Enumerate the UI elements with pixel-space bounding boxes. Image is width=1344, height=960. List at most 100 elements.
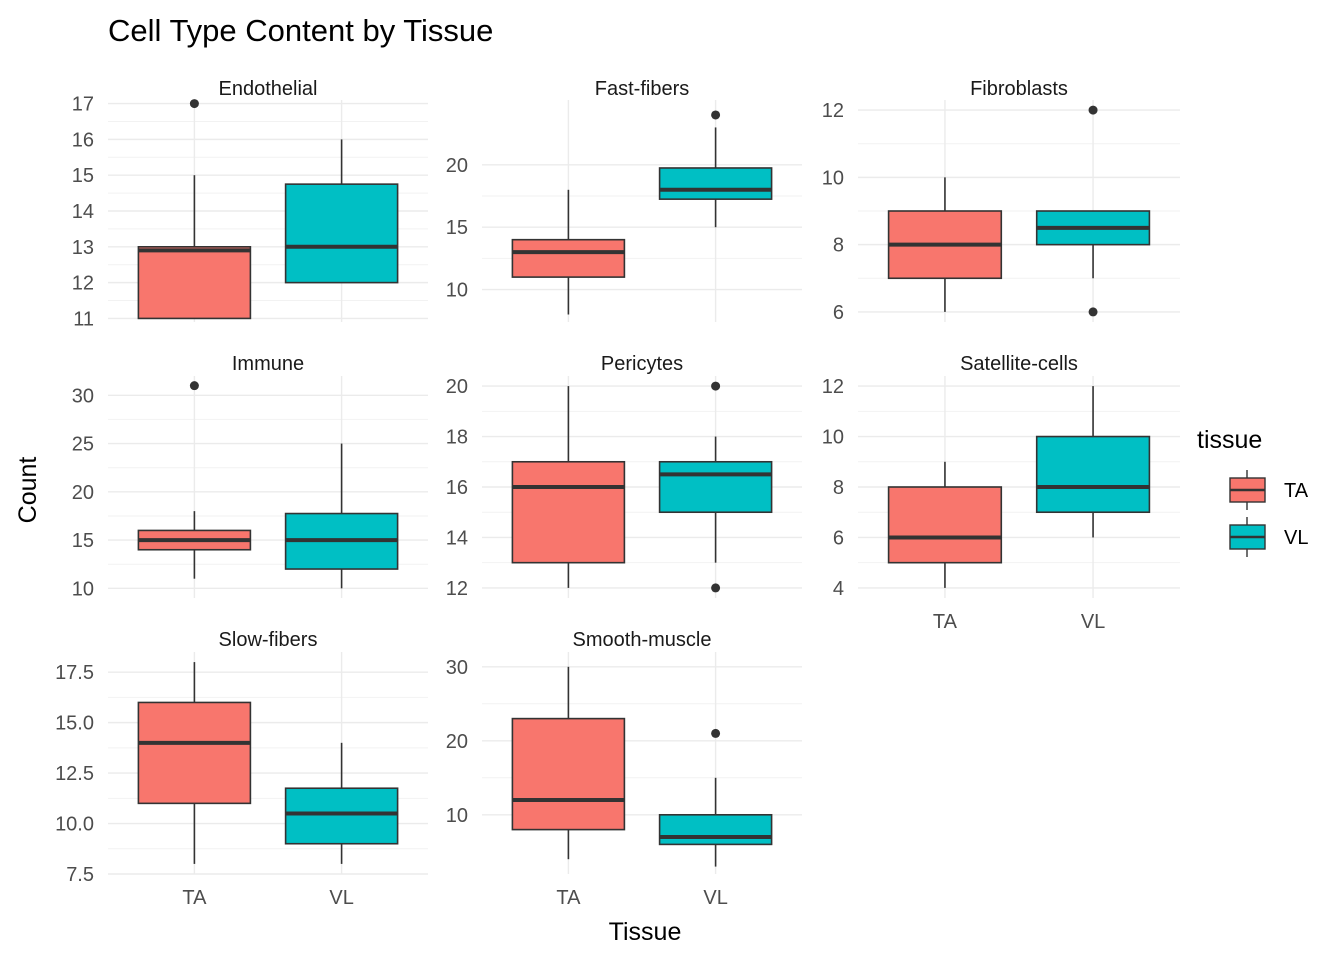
y-tick-label: 30: [72, 385, 94, 407]
y-axis-title: Count: [14, 457, 42, 524]
outlier-point: [711, 110, 721, 120]
y-tick-label: 14: [446, 527, 468, 549]
box-body: [137, 246, 252, 320]
y-tick-label: 12: [822, 100, 844, 122]
boxplot-vl: [658, 381, 773, 593]
facet-panel-fast-fibers: 10 15 20 Fast-fibers: [446, 78, 802, 322]
y-tick-label: 15: [72, 165, 94, 187]
facet-panels: 11 12 13 14 15 16 17 Endothelial 10 15 20 Fast-fibe…: [55, 78, 1180, 909]
y-tick-label: 16: [72, 129, 94, 151]
boxplot-vl: [284, 139, 399, 284]
box-body: [284, 787, 399, 845]
facet-panel-slow-fibers: 7.5 10.0 12.5 15.0 17.5 Slow-fibers TA VL: [55, 629, 428, 909]
facet-panel-immune: 10 15 20 25 30 Immune: [72, 353, 428, 600]
legend-key-vl: VL: [1229, 517, 1308, 557]
facet-panel-pericytes: 12 14 16 18 20 Pericytes: [446, 353, 802, 600]
y-tick-label: 12: [72, 273, 94, 295]
legend-label: VL: [1284, 527, 1308, 549]
box-body: [658, 167, 773, 200]
y-tick-label: 8: [833, 235, 844, 257]
box-body: [511, 238, 626, 278]
facet-strip-label: Fibroblasts: [970, 78, 1068, 100]
box-body: [511, 460, 626, 564]
boxplot-vl: [658, 110, 773, 228]
facet-strip-label: Immune: [232, 353, 304, 375]
y-tick-label: 6: [833, 527, 844, 549]
outlier-point: [189, 381, 199, 391]
box-body: [511, 717, 626, 831]
y-tick-label: 11: [73, 308, 94, 330]
y-tick-label: 20: [446, 376, 468, 398]
boxplot-ta: [887, 461, 1003, 588]
y-tick-label: 15: [72, 530, 94, 552]
y-tick-label: 10: [446, 280, 468, 302]
facet-panel-endothelial: 11 12 13 14 15 16 17 Endothelial: [72, 78, 428, 330]
legend-key-ta: TA: [1229, 470, 1309, 510]
boxplot-ta: [511, 666, 626, 860]
boxplot-vl: [658, 728, 773, 867]
y-tick-label: 20: [446, 155, 468, 177]
y-tick-label: 12: [446, 578, 468, 600]
box-body: [658, 460, 773, 514]
y-tick-label: 25: [72, 434, 94, 456]
facet-strip-label: Fast-fibers: [595, 78, 689, 100]
facet-strip-label: Pericytes: [601, 353, 683, 375]
legend-label: TA: [1284, 480, 1309, 502]
box-body: [658, 813, 773, 846]
x-axis-title: Tissue: [609, 918, 682, 946]
x-tick-label: TA: [556, 887, 581, 909]
y-tick-label: 14: [72, 201, 94, 223]
y-tick-label: 13: [72, 237, 94, 259]
x-tick-label: VL: [329, 887, 353, 909]
chart-title: Cell Type Content by Tissue: [108, 13, 493, 48]
outlier-point: [1088, 307, 1098, 317]
y-tick-label: 10: [72, 578, 94, 600]
facet-panel-smooth-muscle: 10 20 30 Smooth-muscle TA VL: [446, 629, 802, 909]
legend-title: tissue: [1197, 426, 1262, 454]
y-tick-label: 30: [446, 657, 468, 679]
y-tick-label: 8: [833, 477, 844, 499]
y-tick-label: 17.5: [55, 662, 94, 684]
boxplot-ta: [511, 189, 626, 315]
outlier-point: [1088, 105, 1098, 115]
x-tick-label: TA: [933, 611, 958, 633]
outlier-point: [189, 99, 199, 109]
box-body: [887, 486, 1003, 564]
boxplot-ta: [137, 99, 252, 320]
facet-strip-label: Smooth-muscle: [573, 629, 712, 651]
x-tick-label: VL: [703, 887, 727, 909]
y-tick-label: 7.5: [66, 864, 94, 886]
x-tick-label: TA: [182, 887, 207, 909]
boxplot-ta: [137, 662, 252, 864]
legend-keys: TA VL: [1229, 470, 1309, 557]
box-body: [284, 183, 399, 284]
y-tick-label: 10: [822, 167, 844, 189]
y-tick-label: 4: [833, 578, 844, 600]
facet-strip-label: Endothelial: [219, 78, 318, 100]
y-tick-label: 18: [446, 427, 468, 449]
facet-panel-satellite-cells: 4 6 8 10 12 Satellite-cells TA VL: [822, 353, 1180, 633]
y-tick-label: 15: [446, 217, 468, 239]
box-body: [1035, 435, 1151, 514]
y-tick-label: 10: [822, 427, 844, 449]
y-tick-label: 16: [446, 477, 468, 499]
x-tick-label: VL: [1081, 611, 1105, 633]
facet-strip-label: Slow-fibers: [219, 629, 318, 651]
y-tick-label: 6: [833, 302, 844, 324]
boxplot-vl: [284, 742, 399, 864]
outlier-point: [711, 583, 721, 593]
y-tick-label: 12: [822, 376, 844, 398]
y-tick-label: 20: [446, 731, 468, 753]
outlier-point: [711, 728, 721, 738]
y-tick-label: 10.0: [55, 814, 94, 836]
boxplot-ta: [511, 386, 626, 588]
legend: tissue TA VL: [1197, 426, 1309, 557]
facet-panel-fibroblasts: 6 8 10 12 Fibroblasts: [822, 78, 1180, 324]
y-tick-label: 20: [72, 482, 94, 504]
y-tick-label: 15.0: [55, 713, 94, 735]
y-tick-label: 10: [446, 805, 468, 827]
boxplot-vl: [1035, 105, 1151, 317]
boxplot-ta: [137, 381, 252, 579]
facet-strip-label: Satellite-cells: [960, 353, 1078, 375]
